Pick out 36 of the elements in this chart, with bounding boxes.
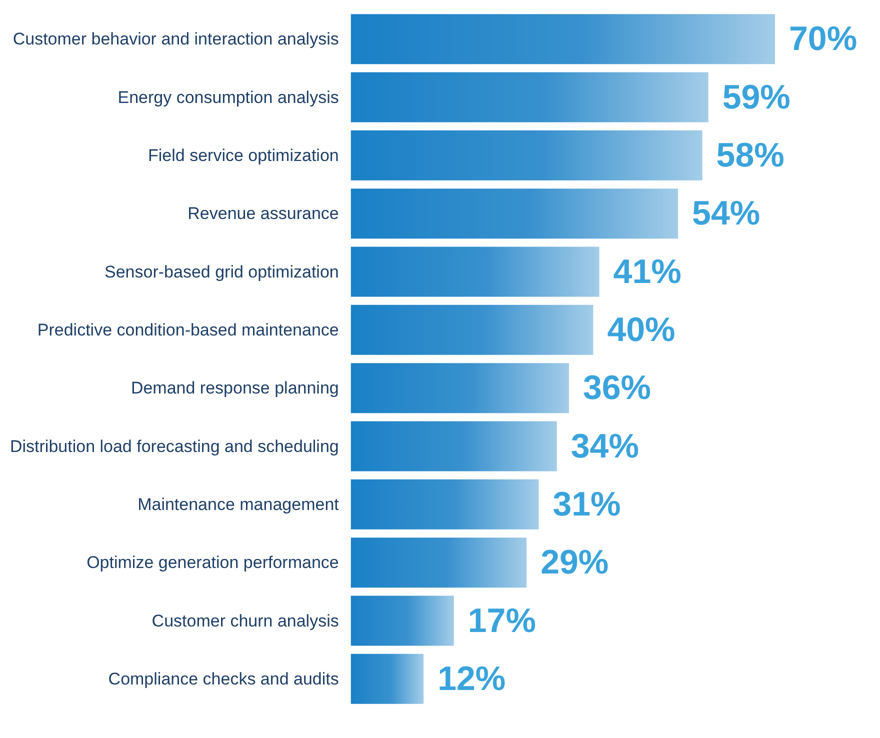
data-label: 31% [552,485,621,524]
y-tick-label: Field service optimization [148,146,339,165]
data-label: 58% [716,136,784,174]
bar [350,14,775,64]
bar [350,538,527,588]
data-label: 40% [607,310,676,349]
y-tick-label: Compliance checks and audits [108,669,339,688]
y-tick-label: Revenue assurance [188,204,339,224]
data-label: 29% [540,544,609,582]
bar [350,363,569,414]
y-tick-label: Maintenance management [138,494,340,514]
data-label: 59% [722,78,790,116]
bar [350,72,708,122]
y-tick-label: Demand response planning [130,378,339,398]
data-label: 17% [468,602,536,640]
bar [350,654,424,704]
y-tick-label: Predictive condition-based maintenance [37,320,339,340]
y-tick-label: Distribution load forecasting and scheduling [10,436,339,456]
y-tick-label: Optimize generation performance [86,553,339,572]
bar [350,246,600,297]
data-label: 34% [570,427,639,466]
y-tick-label: Sensor-based grid optimization [104,262,339,282]
bar [350,596,454,646]
y-tick-label: Customer churn analysis [152,611,339,630]
bar [350,188,678,239]
bar [350,479,539,530]
data-label: 41% [613,252,682,291]
bar [350,421,557,472]
y-tick-label: Customer behavior and interaction analysis [12,30,339,49]
data-label: 12% [438,660,506,698]
data-label: 54% [692,194,760,233]
data-label: 36% [582,369,652,408]
bar [350,304,594,355]
bar [350,130,702,180]
y-tick-label: Energy consumption analysis [118,88,339,107]
data-label: 70% [789,20,858,58]
